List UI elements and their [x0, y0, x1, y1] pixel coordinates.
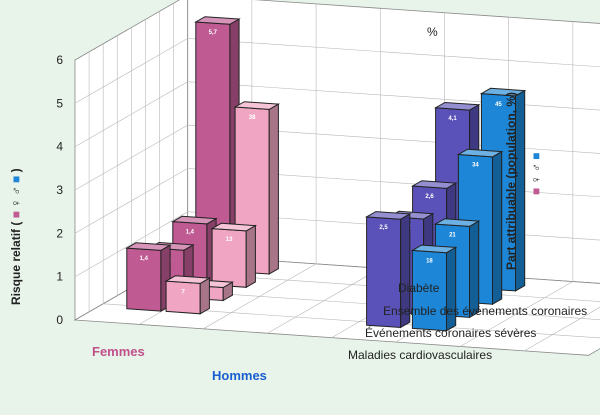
bar-top [164, 275, 212, 284]
bar-data-label: 2,5 [379, 225, 388, 231]
bar-data-label: 1,4 [140, 256, 149, 262]
left-tick-label: 5 [56, 96, 63, 110]
bar-top [410, 180, 458, 189]
bar-top [194, 16, 241, 25]
axis-layer: 01234560102030405060 [56, 53, 63, 327]
bar: 1,4 [125, 242, 172, 312]
male-legend-swatch-right: ■ [529, 152, 543, 159]
right-legend-symbols: ■ ♀ ♂ ■ [529, 152, 543, 195]
left-tick-label: 6 [56, 53, 63, 67]
bar-top [364, 211, 412, 220]
group-label-hommes: Hommes [212, 368, 267, 383]
bar-data-label: 34 [472, 163, 479, 169]
bar-data-label: 38 [249, 115, 256, 121]
bar-side [469, 220, 480, 319]
left-tick-label: 1 [56, 270, 63, 284]
group-label-femmes: Femmes [92, 344, 145, 359]
bar-data-label: 13 [226, 237, 233, 243]
bar-side [446, 246, 457, 332]
left-tick-label: 0 [56, 313, 63, 327]
bar-side [245, 224, 256, 289]
bar-data-label: 18 [426, 259, 433, 265]
bar-top [125, 242, 172, 251]
gridline [74, 168, 600, 234]
bar-top [210, 222, 258, 232]
bar-top [433, 101, 481, 111]
bar-top [233, 101, 281, 110]
male-legend-swatch: ■ [9, 176, 23, 183]
left-tick-label: 3 [56, 183, 63, 197]
bar-side [492, 150, 503, 306]
category-label-severes: Événements coronaires sévères [365, 325, 536, 340]
bar-top [410, 244, 458, 254]
bar-top [171, 215, 218, 225]
bar-data-label: 2,6 [425, 194, 434, 200]
gridline [74, 38, 600, 104]
bar-side [199, 277, 210, 315]
right-axis-title: Part attribuable (population, %) [504, 92, 518, 270]
bar-side [268, 103, 279, 275]
bar-front [165, 280, 201, 315]
gridline [74, 81, 600, 147]
bar-top [433, 218, 481, 227]
category-label-diabete: Diabète [398, 281, 440, 295]
bar-data-label: 21 [449, 232, 456, 238]
category-label-ensemble: Ensemble des événements coronaires [383, 304, 587, 318]
bar: 2,5 [364, 211, 412, 329]
bar-data-label: 45 [495, 102, 502, 108]
left-tick-label: 4 [56, 140, 63, 154]
gridline [74, 124, 600, 191]
bar-top [456, 148, 504, 158]
bar-data-label: 7 [181, 289, 185, 295]
bar-data-label: 4,1 [448, 116, 457, 122]
bar-data-label: 1,4 [186, 230, 195, 236]
bar-data-label: 5,7 [209, 30, 218, 36]
female-legend-swatch-right: ■ [529, 188, 543, 195]
category-labels: Diabète Ensemble des événements coronair… [348, 281, 587, 362]
female-legend-swatch: ■ [9, 211, 23, 218]
left-tick-label: 2 [56, 226, 63, 240]
bar-top [479, 87, 527, 97]
bar: 7 [164, 275, 212, 315]
gridline [74, 211, 600, 277]
right-axis-unit: % [427, 25, 438, 39]
category-label-maladies: Maladies cardiovasculaires [348, 348, 492, 362]
left-axis-title: Risque relatif ( ■ ♀ ♂ ■ ) [9, 168, 23, 305]
bar: 18 [410, 244, 458, 332]
bar: 13 [210, 222, 258, 289]
